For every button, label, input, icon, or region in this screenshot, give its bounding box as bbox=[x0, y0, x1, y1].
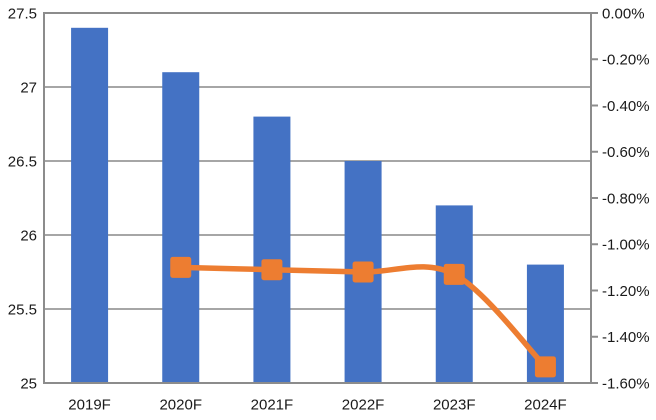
line-marker-2022F bbox=[352, 261, 374, 283]
line-marker-2024F bbox=[534, 356, 556, 378]
x-tick-label: 2023F bbox=[433, 396, 476, 413]
line-marker-2020F bbox=[170, 256, 192, 278]
x-tick-label: 2020F bbox=[159, 396, 202, 413]
line-marker-2023F bbox=[443, 263, 465, 285]
y-right-tick-label: -1.60% bbox=[602, 375, 650, 392]
y-right-tick-label: -1.20% bbox=[602, 283, 650, 300]
y-left-tick-label: 27.5 bbox=[8, 5, 37, 22]
bar-2021F bbox=[253, 116, 291, 383]
x-tick-label: 2021F bbox=[251, 396, 294, 413]
y-right-tick-label: -0.60% bbox=[602, 144, 650, 161]
y-left-tick-label: 25 bbox=[20, 375, 37, 392]
y-left-tick-label: 25.5 bbox=[8, 301, 37, 318]
bar-2023F bbox=[435, 205, 473, 383]
bar-2019F bbox=[71, 27, 109, 384]
x-tick-label: 2022F bbox=[342, 396, 385, 413]
y-right-tick-label: -0.20% bbox=[602, 52, 650, 69]
y-left-tick-label: 27 bbox=[20, 79, 37, 96]
x-tick-label: 2024F bbox=[524, 396, 567, 413]
y-right-tick-label: -0.40% bbox=[602, 98, 650, 115]
y-right-tick-label: 0.00% bbox=[602, 5, 645, 22]
y-right-tick-label: -0.80% bbox=[602, 190, 650, 207]
x-tick-label: 2019F bbox=[68, 396, 111, 413]
line-marker-2021F bbox=[261, 259, 283, 281]
y-left-tick-label: 26.5 bbox=[8, 153, 37, 170]
bar-2020F bbox=[162, 72, 200, 383]
y-right-tick-label: -1.40% bbox=[602, 329, 650, 346]
y-left-tick-label: 26 bbox=[20, 227, 37, 244]
y-right-tick-label: -1.00% bbox=[602, 237, 650, 254]
